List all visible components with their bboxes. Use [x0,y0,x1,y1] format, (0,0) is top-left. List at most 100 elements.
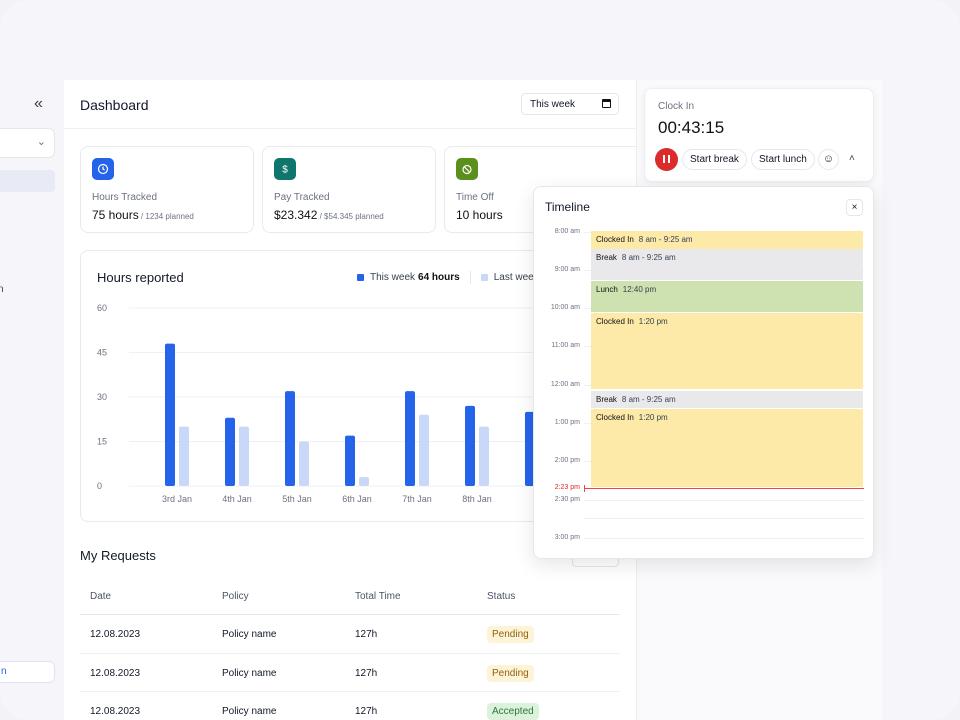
close-icon[interactable]: × [846,199,863,216]
entry-name: Break [596,253,617,262]
hour-label: 1:00 pm [554,419,580,426]
cell-policy: Policy name [222,667,277,679]
cell-policy: Policy name [222,629,277,640]
pause-button[interactable] [655,148,678,171]
entry-name: Lunch [596,285,618,294]
column-header-policy[interactable]: Policy [222,591,249,602]
hour-label: 3:00 pm [554,534,580,541]
hour-label: 2:00 pm [554,457,580,464]
timeline-entry[interactable]: Break 8 am - 9:25 am [591,391,863,408]
column-header-total-time[interactable]: Total Time [355,591,401,602]
workspace-select[interactable]: ⌄ [0,128,55,158]
entry-time: 8 am - 9:25 am [621,395,676,404]
entry-time: 8 am - 9:25 am [621,253,676,262]
bar-last-week [179,426,189,486]
smile-icon[interactable]: ☺ [818,149,839,170]
stat-card-hours-tracked: Hours Tracked 75 hours / 1234 planned [80,146,254,233]
stat-card-pay-tracked: $ Pay Tracked $23.342 / $54.345 planned [262,146,436,233]
current-time-line [584,488,864,489]
y-tick-label: 60 [97,303,107,313]
cell-total-time: 127h [355,667,378,679]
svg-text:$: $ [282,165,288,176]
column-header-status[interactable]: Status [487,591,516,602]
entry-time: 1:20 pm [638,413,668,422]
bar-last-week [419,414,429,486]
status-badge: Pending [487,664,534,682]
chart-title: Hours reported [97,270,184,285]
table-row[interactable]: 12.08.2023 Policy name 127h Pending [80,615,620,654]
stat-label: Pay Tracked [274,192,330,203]
stat-value-main: 10 hours [456,208,503,222]
period-select-label: This week [530,99,576,110]
table-row[interactable]: 12.08.2023 Policy name 127h Pending [80,654,620,692]
hour-label: 12:00 am [550,381,580,388]
collapse-sidebar-icon[interactable]: « [34,95,43,112]
timeline-entry[interactable]: Clocked In 1:20 pm [591,409,863,487]
bar-last-week [299,441,309,486]
current-time-marker [584,485,585,492]
hour-label: 11:00 am [551,342,580,349]
legend-this-week: This week [370,272,416,283]
hour-label: 8:00 am [554,228,580,235]
stat-value-main: 75 hours [92,208,139,222]
bar-this-week [405,391,415,486]
chart-legend: This week 64 hours Last wee [357,271,534,284]
stat-value-planned: / 1234 planned [138,212,194,221]
entry-time: 1:20 pm [638,317,668,326]
status-badge: Pending [487,626,534,643]
stat-value-planned: / $54.345 planned [317,212,384,221]
x-tick-label: 8th Jan [462,494,492,504]
column-header-date[interactable]: Date [90,591,112,602]
requests-action-button[interactable] [572,552,619,567]
entry-time: 12:40 pm [622,285,657,294]
bar-this-week [345,435,355,486]
timeline-entry[interactable]: Lunch 12:40 pm [591,281,863,312]
bar-this-week [285,391,295,486]
sidebar-bottom-button-label: n [1,666,7,677]
requests-table: Date Policy Total Time Status 12.08.2023… [80,577,620,720]
stat-label: Hours Tracked [92,192,158,203]
sidebar-item-label: n [0,284,4,295]
stat-value: 75 hours / 1234 planned [92,208,194,222]
timeline-entry[interactable]: Clocked In 1:20 pm [591,313,863,389]
clock-in-widget: Clock In 00:43:15 Start break Start lunc… [644,88,874,182]
sidebar-bottom-button[interactable]: n [0,661,55,683]
timeline-entry[interactable]: Clocked In 8 am - 9:25 am [591,231,863,249]
legend-this-week-value: 64 hours [418,272,460,283]
table-header-row: Date Policy Total Time Status [80,577,620,615]
calendar-icon [602,99,611,108]
hour-label: 9:00 am [554,266,580,273]
status-badge: Accepted [487,703,539,720]
start-break-button[interactable]: Start break [682,149,747,170]
timeline-title: Timeline [545,200,590,214]
chevron-up-icon[interactable]: ˄ [849,153,855,164]
bar-this-week [465,405,475,486]
legend-swatch-this-week [357,274,364,281]
clock-in-label: Clock In [658,101,695,112]
period-select[interactable]: This week [521,93,619,115]
chevron-down-icon: ⌄ [36,136,46,148]
x-tick-label: 5th Jan [282,494,312,504]
y-tick-label: 0 [97,481,102,491]
stat-value-main: $23.342 [274,208,318,222]
hour-label: 2:30 pm [554,496,580,503]
bar-this-week [225,417,235,486]
x-tick-label: 4th Jan [222,494,252,504]
legend-last-week: Last wee [493,272,534,283]
start-lunch-button[interactable]: Start lunch [751,149,815,170]
table-row[interactable]: 12.08.2023 Policy name 127h Accepted [80,692,620,720]
sidebar-active-item[interactable] [0,170,55,192]
cell-policy: Policy name [222,706,277,717]
entry-time: 8 am - 9:25 am [638,235,693,244]
bar-last-week [359,477,369,486]
stat-value: 10 hours [456,208,503,222]
entry-name: Clocked In [596,235,634,244]
legend-divider [469,271,471,284]
y-tick-label: 45 [97,348,107,358]
legend-swatch-last-week [480,274,488,281]
timeline-entry[interactable]: Break 8 am - 9:25 am [591,249,863,280]
y-tick-label: 15 [97,437,107,447]
entry-name: Clocked In [596,413,634,422]
hour-gridline [584,500,864,501]
x-tick-label: 6th Jan [342,494,372,504]
